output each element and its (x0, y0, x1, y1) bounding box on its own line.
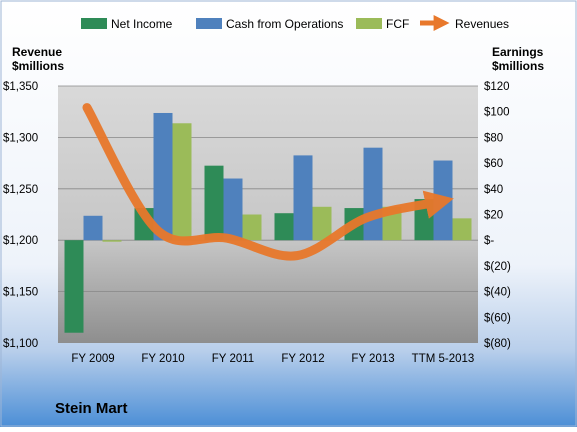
legend: Net Income Cash from Operations FCF Reve… (81, 14, 509, 32)
bar-net-income (204, 165, 224, 241)
right-tick-label: $20 (484, 210, 503, 222)
right-tick-label: $(60) (484, 312, 511, 324)
legend-swatch-net-income (81, 18, 107, 29)
x-tick-label: FY 2011 (212, 353, 254, 365)
bar-cash-from-operations (363, 147, 383, 241)
right-tick-label: $(40) (484, 287, 511, 299)
legend-label-cash-from-operations: Cash from Operations (226, 17, 343, 31)
right-tick-label: $40 (484, 184, 503, 196)
x-tick-label: FY 2013 (351, 353, 394, 365)
legend-swatch-cash-from-operations (196, 18, 222, 29)
bar-net-income (64, 240, 84, 333)
x-tick-label: FY 2012 (281, 353, 324, 365)
bar-fcf (242, 214, 262, 241)
left-tick-label: $1,300 (3, 132, 38, 144)
revenue-line (82, 103, 454, 261)
bar-cash-from-operations (223, 178, 243, 241)
legend-swatch-fcf (356, 18, 382, 29)
right-tick-label: $100 (484, 107, 510, 119)
revenue-line-layer (82, 103, 454, 261)
left-axis-label-line1: Revenue (12, 45, 62, 59)
right-tick-label: $80 (484, 132, 503, 144)
bar-cash-from-operations (293, 155, 313, 241)
right-axis-label-line1: Earnings (492, 45, 544, 59)
right-tick-label: $60 (484, 158, 503, 170)
bar-cash-from-operations (153, 112, 173, 241)
right-tick-label: $(20) (484, 261, 511, 273)
left-axis-label-line2: $millions (12, 59, 64, 73)
chart-title: Stein Mart (55, 400, 128, 417)
right-axis-label-line2: $millions (492, 59, 544, 73)
x-tick-label: FY 2009 (71, 353, 114, 365)
bar-fcf (172, 123, 192, 241)
legend-label-revenues: Revenues (455, 17, 509, 31)
left-axis-ticks: $1,100 $1,150 $1,200 $1,250 $1,300 $1,350 (3, 81, 38, 350)
left-tick-label: $1,200 (3, 235, 38, 247)
right-axis-ticks: $120 $100 $80 $60 $40 $20 $- $(20) $(40) $(60) $(8… (484, 81, 511, 350)
bar-cash-from-operations (83, 215, 103, 241)
right-tick-label: $- (484, 235, 494, 247)
plot-area (58, 86, 478, 343)
bar-fcf (312, 206, 332, 241)
legend-label-fcf: FCF (386, 17, 409, 31)
right-tick-label: $120 (484, 81, 510, 93)
bar-net-income (274, 213, 294, 241)
right-tick-label: $(80) (484, 338, 511, 350)
bar-fcf (102, 240, 122, 242)
bar-fcf (452, 218, 472, 241)
legend-label-net-income: Net Income (111, 17, 173, 31)
x-tick-label: TTM 5-2013 (412, 353, 475, 365)
x-axis-ticks: FY 2009 FY 2010 FY 2011 FY 2012 FY 2013 TTM 5… (71, 353, 474, 365)
left-tick-label: $1,250 (3, 184, 38, 196)
left-tick-label: $1,350 (3, 81, 38, 93)
gridlines (58, 85, 478, 293)
left-tick-label: $1,100 (3, 338, 38, 350)
x-tick-label: FY 2010 (141, 353, 184, 365)
left-tick-label: $1,150 (3, 287, 38, 299)
